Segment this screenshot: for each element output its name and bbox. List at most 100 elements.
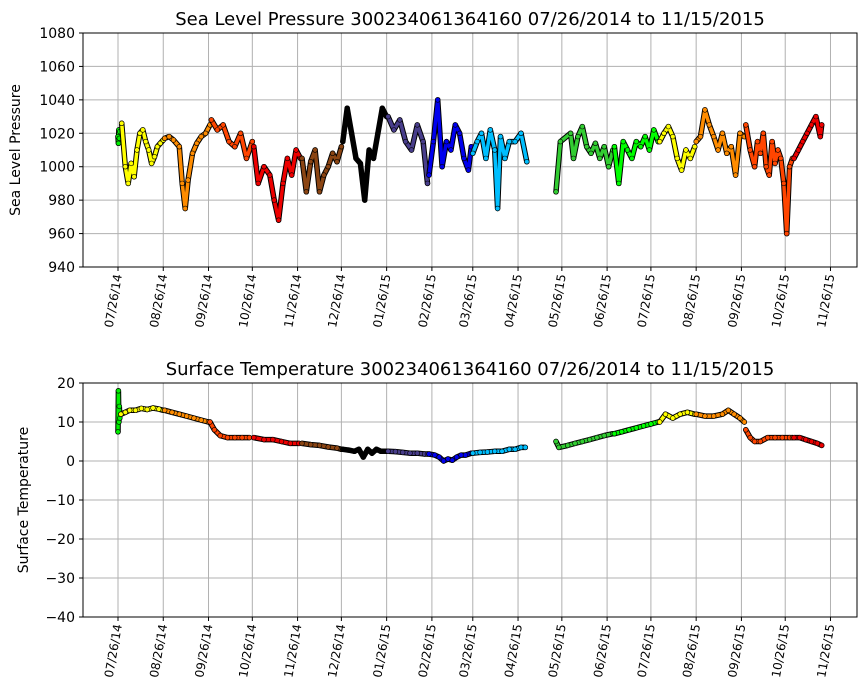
- data-point: [365, 446, 371, 452]
- data-point: [497, 133, 504, 140]
- data-point: [267, 172, 273, 178]
- data-point: [616, 180, 622, 187]
- data-point: [702, 413, 708, 419]
- y-tick-label: 980: [48, 193, 75, 209]
- data-point: [572, 440, 578, 447]
- x-tick-label: 10/26/14: [236, 623, 259, 679]
- data-point: [232, 144, 238, 150]
- y-tick-label: 1000: [39, 160, 75, 176]
- data-point: [191, 415, 197, 421]
- data-point: [601, 144, 607, 150]
- data-point: [633, 138, 639, 145]
- data-point: [456, 130, 463, 137]
- data-point: [461, 155, 467, 162]
- x-tick-label: 07/26/15: [635, 273, 658, 329]
- data-point: [289, 172, 295, 178]
- data-point: [743, 427, 749, 433]
- data-point: [179, 180, 185, 187]
- data-point: [118, 120, 125, 127]
- data-series: [553, 123, 616, 195]
- data-point: [677, 411, 683, 417]
- data-point: [583, 144, 590, 150]
- data-series: [553, 430, 616, 451]
- series-line: [341, 106, 389, 202]
- data-point: [522, 444, 528, 451]
- data-point: [557, 138, 564, 145]
- x-tick-label: 09/26/14: [192, 273, 215, 329]
- plot-frame: [82, 382, 858, 618]
- data-point: [597, 155, 603, 162]
- data-point: [150, 405, 156, 411]
- data-series: [118, 405, 167, 417]
- data-point: [118, 411, 124, 417]
- data-point: [732, 172, 739, 178]
- data-point: [518, 130, 524, 137]
- data-point: [115, 140, 122, 147]
- data-point: [408, 147, 415, 153]
- x-tick-label: 03/26/15: [457, 623, 480, 679]
- series-line: [744, 123, 795, 236]
- y-tick-label: 940: [48, 260, 75, 276]
- data-point: [325, 444, 331, 450]
- series-line: [612, 128, 660, 186]
- x-tick-label: 08/26/15: [680, 623, 703, 679]
- data-series: [385, 448, 431, 457]
- x-tick-label: 11/26/15: [814, 623, 837, 679]
- data-point: [719, 411, 726, 417]
- data-series: [656, 409, 698, 425]
- y-tick-label: −20: [45, 532, 75, 548]
- data-point: [436, 454, 442, 460]
- data-point: [293, 147, 299, 153]
- data-point: [148, 160, 155, 167]
- data-point: [579, 123, 585, 130]
- data-point: [226, 138, 232, 145]
- data-point: [624, 147, 631, 153]
- data-point: [795, 147, 802, 153]
- data-point: [426, 172, 432, 178]
- data-point: [646, 147, 653, 153]
- data-point: [239, 434, 245, 441]
- plot-frame: [82, 32, 858, 268]
- data-point: [764, 434, 771, 441]
- data-point: [270, 436, 276, 443]
- data-point: [737, 415, 743, 421]
- y-tick-label: −10: [45, 493, 75, 509]
- x-tick-label: 12/26/14: [325, 273, 348, 329]
- data-point: [656, 419, 663, 425]
- data-point: [402, 138, 409, 145]
- data-point: [674, 155, 680, 162]
- data-point: [808, 438, 815, 445]
- data-point: [351, 448, 358, 454]
- data-point: [731, 411, 737, 417]
- data-point: [512, 446, 518, 452]
- data-point: [440, 458, 447, 464]
- data-point: [684, 409, 691, 415]
- data-point: [338, 144, 345, 150]
- data-point: [670, 133, 676, 140]
- data-point: [144, 406, 150, 413]
- data-point: [299, 440, 305, 447]
- x-tick-label: 08/26/14: [147, 273, 170, 329]
- data-point: [143, 138, 149, 145]
- data-point: [802, 436, 809, 443]
- data-series: [426, 97, 475, 178]
- data-point: [426, 451, 432, 457]
- data-point: [601, 432, 607, 439]
- data-point: [725, 407, 731, 413]
- data-point: [156, 406, 162, 412]
- data-point: [166, 133, 172, 140]
- data-point: [818, 442, 825, 449]
- y-tick-label: 20: [57, 376, 75, 392]
- data-series: [299, 440, 345, 453]
- data-point: [506, 138, 512, 145]
- data-point: [724, 150, 730, 157]
- data-point: [760, 130, 766, 137]
- data-point: [414, 122, 420, 128]
- data-point: [407, 450, 413, 456]
- data-point: [224, 434, 231, 441]
- data-point: [772, 160, 778, 167]
- data-point: [189, 150, 196, 157]
- data-point: [797, 434, 803, 441]
- data-point: [251, 434, 257, 441]
- x-tick-label: 02/26/15: [416, 273, 439, 329]
